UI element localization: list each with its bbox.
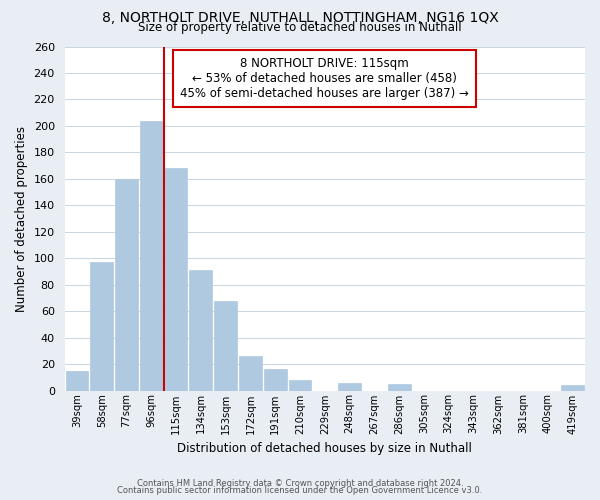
Bar xyxy=(164,168,187,390)
X-axis label: Distribution of detached houses by size in Nuthall: Distribution of detached houses by size … xyxy=(178,442,472,455)
Bar xyxy=(289,380,311,390)
Bar xyxy=(65,370,88,390)
Bar xyxy=(388,384,410,390)
Text: Contains public sector information licensed under the Open Government Licence v3: Contains public sector information licen… xyxy=(118,486,482,495)
Bar xyxy=(140,120,163,390)
Text: 8, NORTHOLT DRIVE, NUTHALL, NOTTINGHAM, NG16 1QX: 8, NORTHOLT DRIVE, NUTHALL, NOTTINGHAM, … xyxy=(101,12,499,26)
Bar xyxy=(214,300,237,390)
Bar xyxy=(561,385,584,390)
Text: 8 NORTHOLT DRIVE: 115sqm
← 53% of detached houses are smaller (458)
45% of semi-: 8 NORTHOLT DRIVE: 115sqm ← 53% of detach… xyxy=(181,57,469,100)
Bar xyxy=(91,262,113,390)
Text: Size of property relative to detached houses in Nuthall: Size of property relative to detached ho… xyxy=(138,22,462,35)
Bar xyxy=(338,382,361,390)
Text: Contains HM Land Registry data © Crown copyright and database right 2024.: Contains HM Land Registry data © Crown c… xyxy=(137,478,463,488)
Bar xyxy=(264,370,287,390)
Y-axis label: Number of detached properties: Number of detached properties xyxy=(15,126,28,312)
Bar xyxy=(190,270,212,390)
Bar xyxy=(115,179,138,390)
Bar xyxy=(239,356,262,390)
